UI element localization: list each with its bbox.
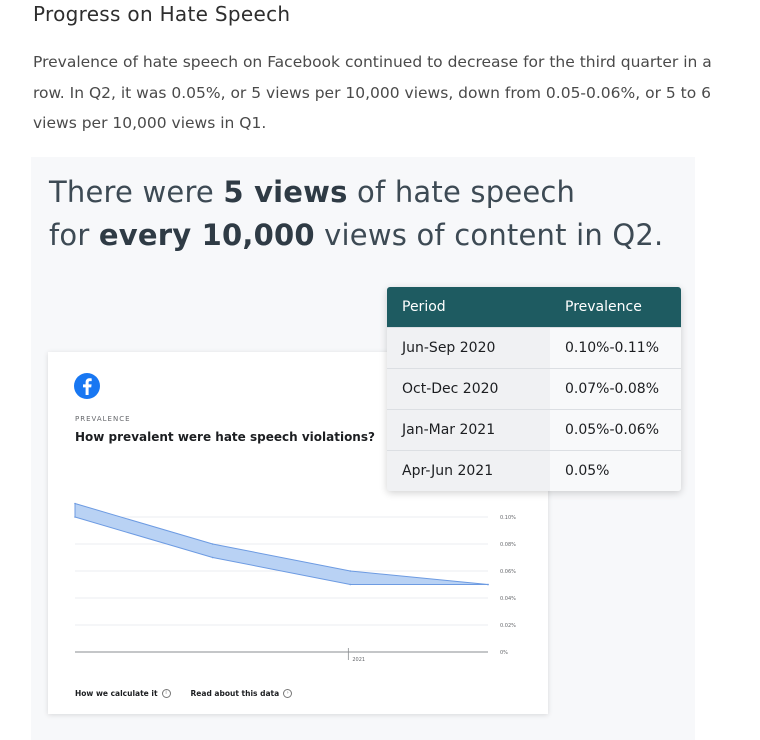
how-we-calculate-link[interactable]: How we calculate it i <box>75 689 171 698</box>
card-links: How we calculate it i Read about this da… <box>75 689 293 698</box>
chart-question: How prevalent were hate speech violation… <box>75 430 375 444</box>
headline-text: views of content in Q2. <box>314 218 664 252</box>
prevalence-cell: 0.10%-0.11% <box>550 328 681 368</box>
prevalence-cell: 0.07%-0.08% <box>550 369 681 409</box>
y-tick-label: 0.10% <box>500 515 516 521</box>
figure-panel: There were 5 views of hate speech for eve… <box>31 157 695 740</box>
table-row: Apr-Jun 2021 0.05% <box>387 450 681 491</box>
headline-text: for <box>49 218 99 252</box>
read-about-data-label: Read about this data <box>190 689 280 698</box>
y-tick-label: 0.08% <box>500 542 516 548</box>
data-point-high <box>74 502 76 505</box>
table-header: Period Prevalence <box>387 287 681 327</box>
prevalence-label: PREVALENCE <box>75 415 131 423</box>
y-tick-label: 0% <box>500 650 508 656</box>
info-icon: i <box>161 689 171 698</box>
figure-headline: There were 5 views of hate speech for eve… <box>49 171 663 257</box>
data-point-low <box>487 583 489 586</box>
facebook-icon <box>74 373 100 399</box>
y-tick-label: 0.02% <box>500 623 516 629</box>
headline-text: There were <box>49 175 224 209</box>
data-point-high <box>211 543 214 545</box>
y-tick-label: 0.04% <box>500 596 516 602</box>
data-point-low <box>74 516 76 518</box>
article-heading: Progress on Hate Speech <box>33 2 291 26</box>
prevalence-cell: 0.05%-0.06% <box>550 410 681 450</box>
article-intro: Prevalence of hate speech on Facebook co… <box>33 53 712 132</box>
headline-emphasis: 5 views <box>223 175 348 209</box>
data-point-high <box>349 570 352 572</box>
column-header-period: Period <box>402 299 446 315</box>
table-row: Oct-Dec 2020 0.07%-0.08% <box>387 368 681 409</box>
read-about-data-link[interactable]: Read about this data › <box>191 689 293 698</box>
period-cell: Apr-Jun 2021 <box>387 451 550 491</box>
data-point-low <box>211 556 214 559</box>
prevalence-chart: 0.10% 0.08% 0.06% 0.04% 0.02% 0% 2021 <box>74 502 516 663</box>
prevalence-cell: 0.05% <box>550 451 681 491</box>
column-header-prevalence: Prevalence <box>565 299 642 315</box>
prevalence-range-band <box>74 503 489 585</box>
headline-emphasis: every 10,000 <box>98 218 315 252</box>
period-cell: Jan-Mar 2021 <box>387 410 550 450</box>
table-row: Jun-Sep 2020 0.10%-0.11% <box>387 327 681 368</box>
y-tick-label: 0.06% <box>500 569 516 575</box>
table-row: Jan-Mar 2021 0.05%-0.06% <box>387 409 681 450</box>
data-point-low <box>349 583 352 586</box>
prevalence-table: Period Prevalence Jun-Sep 2020 0.10%-0.11… <box>387 287 681 491</box>
period-cell: Oct-Dec 2020 <box>387 369 550 409</box>
headline-text: of hate speech <box>347 175 576 209</box>
x-tick-label: 2021 <box>352 657 365 663</box>
period-cell: Jun-Sep 2020 <box>387 328 550 368</box>
chevron-right-icon: › <box>283 689 293 698</box>
how-we-calculate-label: How we calculate it <box>75 689 158 698</box>
